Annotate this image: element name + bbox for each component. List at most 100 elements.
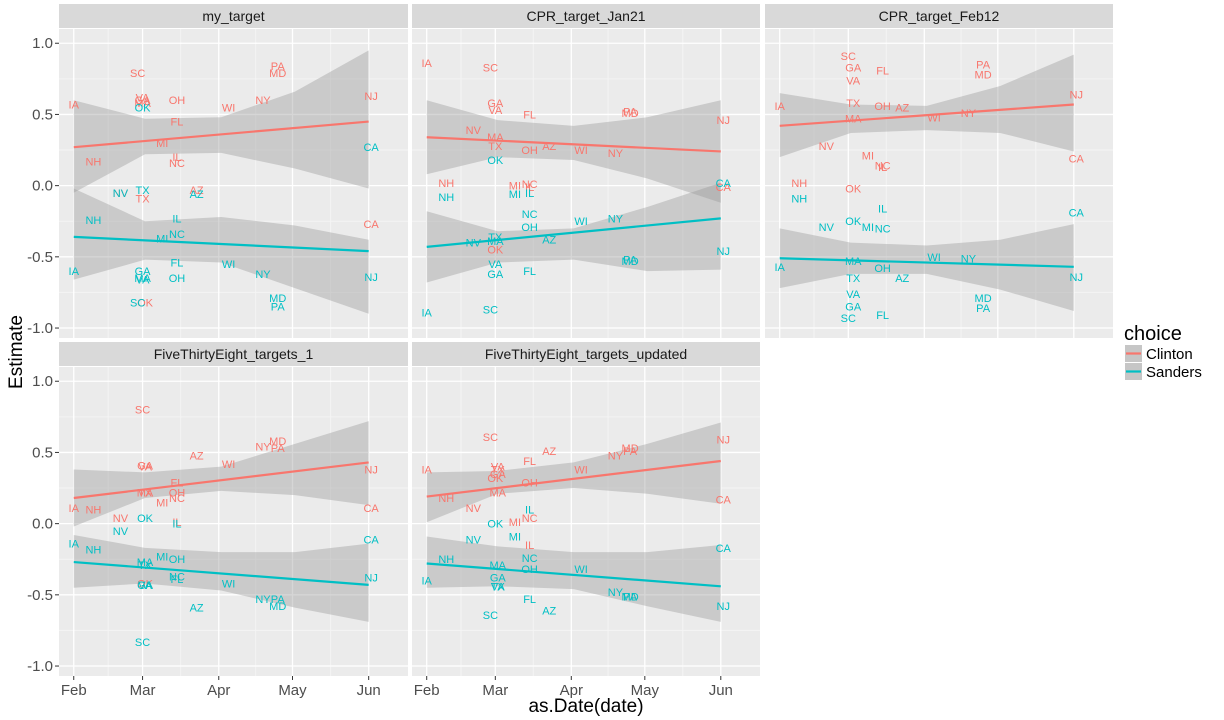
x-tick-label: Mar xyxy=(482,682,508,699)
sanders-point-WI: WI xyxy=(222,578,235,590)
sanders-point-VA: VA xyxy=(136,275,151,287)
clinton-point-CA: CA xyxy=(716,182,732,194)
clinton-point-TX: TX xyxy=(491,465,506,477)
sanders-point-NV: NV xyxy=(819,222,835,234)
clinton-point-GA: GA xyxy=(135,95,152,107)
sanders-fit-line xyxy=(426,562,721,588)
clinton-point-PA: PA xyxy=(271,443,286,455)
clinton-point-CA: CA xyxy=(363,503,379,515)
sanders-point-NY: NY xyxy=(608,587,624,599)
panel-title: FiveThirtyEight_targets_1 xyxy=(154,346,314,362)
clinton-point-MD: MD xyxy=(269,68,286,80)
clinton-point-NC: NC xyxy=(875,161,891,173)
x-axis-title: as.Date(date) xyxy=(528,696,643,717)
clinton-point-IA: IA xyxy=(422,58,433,70)
clinton-point-NH: NH xyxy=(791,178,807,190)
sanders-point-VA: VA xyxy=(488,259,503,271)
panel-CPR_target_Feb12: CPR_target_Feb12IANHNVSCTXGAVAOKMAMIFLIL… xyxy=(765,4,1113,338)
clinton-point-NC: NC xyxy=(169,158,185,170)
clinton-point-OK: OK xyxy=(845,183,862,195)
legend-label: Clinton xyxy=(1146,346,1193,363)
sanders-point-WI: WI xyxy=(927,252,940,264)
clinton-confidence-band xyxy=(779,54,1074,158)
x-tick-label: Apr xyxy=(207,682,230,699)
clinton-point-WI: WI xyxy=(222,102,235,114)
legend-item-Sanders: Sanders xyxy=(1125,363,1202,381)
clinton-point-OH: OH xyxy=(169,487,186,499)
y-tick-label: -0.5 xyxy=(27,249,53,266)
sanders-point-CA: CA xyxy=(716,178,732,190)
clinton-point-SC: SC xyxy=(483,62,498,74)
sanders-point-MA: MA xyxy=(137,557,154,569)
clinton-point-CA: CA xyxy=(716,494,732,506)
sanders-point-NC: NC xyxy=(522,553,538,565)
sanders-point-GA: GA xyxy=(137,580,154,592)
sanders-point-NJ: NJ xyxy=(364,573,377,585)
sanders-point-IL: IL xyxy=(878,203,887,215)
sanders-fit-line xyxy=(73,235,369,253)
clinton-point-PA: PA xyxy=(623,107,638,119)
clinton-point-NV: NV xyxy=(113,513,129,525)
clinton-point-PA: PA xyxy=(271,61,286,73)
clinton-point-WI: WI xyxy=(574,465,587,477)
clinton-point-WI: WI xyxy=(574,145,587,157)
sanders-point-FL: FL xyxy=(876,310,889,322)
sanders-point-AZ: AZ xyxy=(542,235,556,247)
clinton-point-VA: VA xyxy=(491,462,506,474)
clinton-point-TX: TX xyxy=(846,98,861,110)
sanders-point-NY: NY xyxy=(255,269,271,281)
clinton-point-GA: GA xyxy=(487,98,504,110)
sanders-point-FL: FL xyxy=(171,258,184,270)
sanders-fit-line xyxy=(779,257,1074,268)
legend-item-Clinton: Clinton xyxy=(1125,345,1193,363)
clinton-point-MD: MD xyxy=(975,70,992,82)
clinton-point-MA: MA xyxy=(134,98,151,110)
sanders-point-FL: FL xyxy=(523,594,536,606)
sanders-point-PA: PA xyxy=(976,303,991,315)
sanders-point-OH: OH xyxy=(169,554,186,566)
sanders-point-PA: PA xyxy=(271,302,286,314)
sanders-confidence-band xyxy=(73,535,369,622)
clinton-point-GA: GA xyxy=(490,469,507,481)
clinton-confidence-band xyxy=(426,100,721,203)
y-tick-label: 0.0 xyxy=(32,516,53,533)
clinton-point-VA: VA xyxy=(846,75,861,87)
sanders-point-PA: PA xyxy=(623,591,638,603)
clinton-point-AZ: AZ xyxy=(895,102,909,114)
clinton-point-AZ: AZ xyxy=(190,450,204,462)
panel-background xyxy=(412,29,760,338)
x-tick-label: Jun xyxy=(709,682,733,699)
clinton-point-MI: MI xyxy=(509,517,521,529)
sanders-point-NJ: NJ xyxy=(717,601,730,613)
sanders-point-OH: OH xyxy=(521,564,538,576)
clinton-point-GA: GA xyxy=(845,62,862,74)
clinton-point-OK: OK xyxy=(487,473,504,485)
clinton-point-NY: NY xyxy=(608,148,624,160)
sanders-fit-line xyxy=(426,217,721,248)
clinton-point-MD: MD xyxy=(622,443,639,455)
sanders-point-WI: WI xyxy=(222,259,235,271)
clinton-point-MI: MI xyxy=(156,138,168,150)
clinton-point-NH: NH xyxy=(85,504,101,516)
y-tick-label: -1.0 xyxy=(27,320,53,337)
clinton-point-NV: NV xyxy=(466,125,482,137)
sanders-point-NC: NC xyxy=(875,223,891,235)
sanders-point-IL: IL xyxy=(525,188,534,200)
sanders-point-MA: MA xyxy=(134,273,151,285)
clinton-point-NV: NV xyxy=(819,141,835,153)
sanders-confidence-band xyxy=(73,188,369,314)
sanders-point-MD: MD xyxy=(975,293,992,305)
sanders-point-OK: OK xyxy=(137,513,154,525)
sanders-point-MI: MI xyxy=(509,189,521,201)
sanders-fit-line xyxy=(73,560,369,586)
sanders-point-NC: NC xyxy=(169,571,185,583)
sanders-point-FL: FL xyxy=(523,266,536,278)
panels: my_targetIANHNVSCTXGAVAOKMAMIFLILNCOHAZW… xyxy=(59,4,1113,676)
y-tick-label: -1.0 xyxy=(27,658,53,675)
sanders-point-NY: NY xyxy=(961,253,977,265)
panel-FiveThirtyEight_targets_updated: FiveThirtyEight_targets_updated IA NH NV SC T… xyxy=(412,342,760,676)
clinton-point-IA: IA xyxy=(422,465,433,477)
sanders-point-NV: NV xyxy=(113,188,129,200)
sanders-point-CA: CA xyxy=(363,142,379,154)
sanders-point-NJ: NJ xyxy=(364,272,377,284)
